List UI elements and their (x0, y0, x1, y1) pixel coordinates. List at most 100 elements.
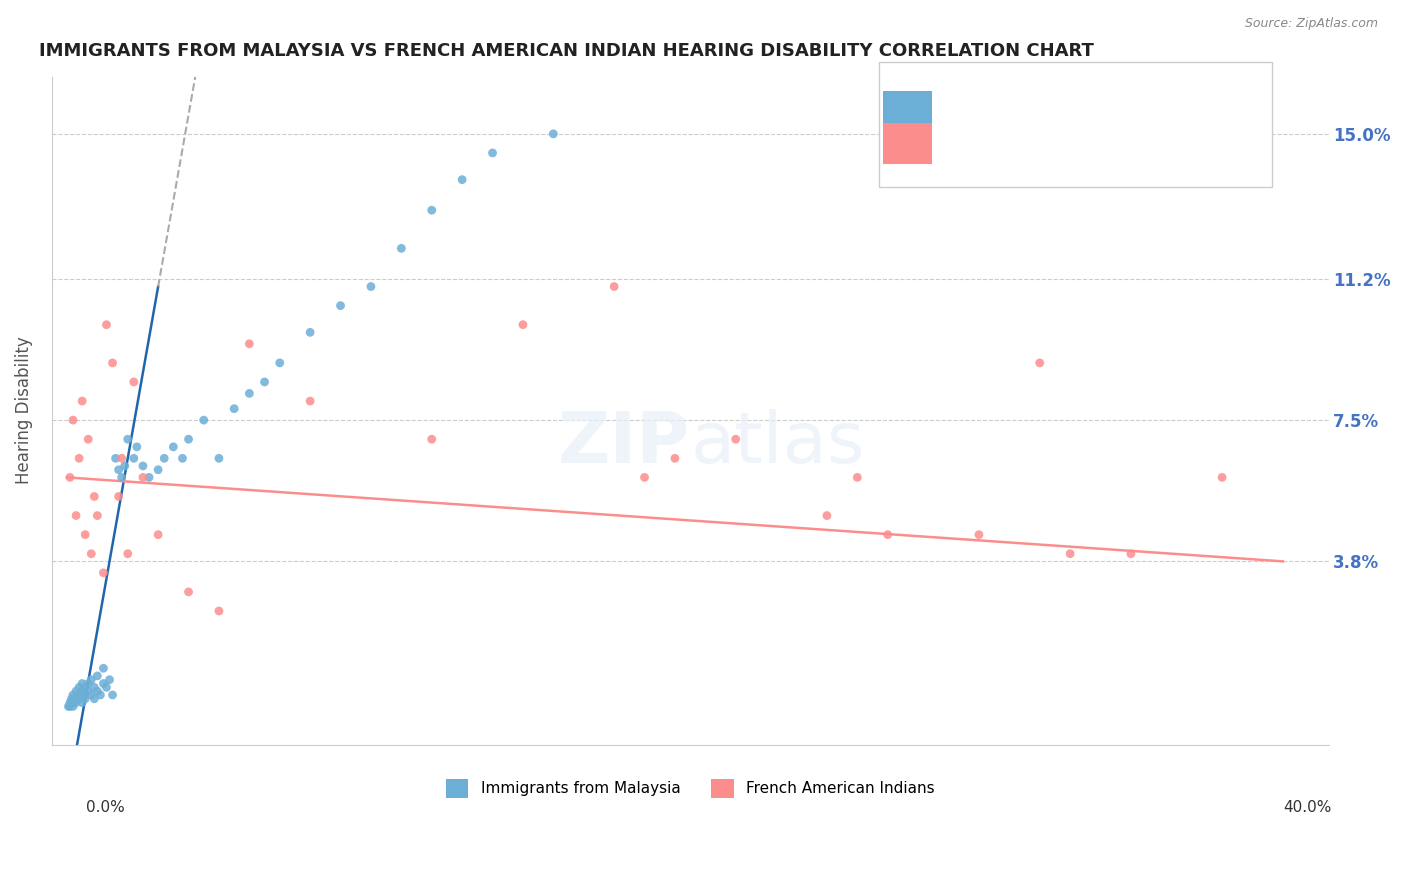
Text: R =: R = (924, 104, 952, 119)
Point (224, 401, 246, 416)
Point (70, 394, 93, 409)
Point (664, 451, 686, 466)
Point (70, 684, 93, 698)
Point (111, 451, 134, 466)
Text: atlas: atlas (690, 409, 865, 478)
Point (269, 356, 291, 370)
Point (122, 451, 145, 466)
Point (146, 527, 169, 541)
Point (59, 470, 82, 484)
Point (162, 440, 184, 454)
Point (1059, 547, 1081, 561)
Y-axis label: Hearing Disability: Hearing Disability (15, 336, 32, 484)
Point (208, 604, 231, 618)
Point (65, 508, 87, 523)
Point (86, 684, 108, 698)
Point (104, 451, 127, 466)
Point (603, 279, 626, 293)
Point (98, 673, 121, 687)
Point (86, 669, 108, 683)
Point (329, 299, 352, 313)
Point (67, 451, 90, 466)
Point (1028, 356, 1050, 370)
Point (75, 688, 97, 702)
Point (75, 691, 97, 706)
Point (253, 375, 276, 389)
Point (62, 688, 84, 702)
Point (172, 451, 194, 466)
Point (1211, 470, 1233, 484)
Point (83, 490, 105, 504)
Point (77, 676, 100, 690)
Text: 0.435: 0.435 (977, 104, 1025, 119)
Point (299, 394, 322, 409)
Point (153, 451, 176, 466)
Point (58, 699, 80, 714)
Point (75, 527, 97, 541)
Point (101, 356, 124, 370)
Point (89, 688, 111, 702)
Text: 37: 37 (1104, 136, 1125, 150)
Point (299, 326, 322, 340)
Point (59, 696, 82, 710)
Point (724, 432, 747, 446)
Point (65, 684, 87, 698)
Point (815, 508, 838, 523)
Point (80, 547, 103, 561)
Text: 61: 61 (1104, 104, 1125, 119)
Point (193, 413, 215, 427)
Point (65, 696, 87, 710)
Point (80, 688, 103, 702)
Point (481, 145, 503, 160)
Point (1119, 547, 1142, 561)
Point (67, 688, 90, 702)
Legend: Immigrants from Malaysia, French American Indians: Immigrants from Malaysia, French America… (440, 772, 941, 804)
Point (62, 696, 84, 710)
Point (420, 432, 443, 446)
Point (107, 463, 129, 477)
Text: R =: R = (924, 136, 952, 150)
Text: Source: ZipAtlas.com: Source: ZipAtlas.com (1244, 17, 1378, 29)
Point (65, 691, 87, 706)
Point (451, 172, 474, 186)
Point (107, 490, 129, 504)
Point (114, 458, 136, 473)
Point (67, 691, 90, 706)
Point (111, 470, 134, 484)
Text: 0.0%: 0.0% (86, 800, 125, 814)
Point (125, 440, 148, 454)
Point (177, 585, 200, 599)
Point (83, 681, 105, 695)
Point (75, 681, 97, 695)
Point (117, 547, 139, 561)
Point (122, 375, 145, 389)
Point (846, 470, 869, 484)
Point (62, 413, 84, 427)
Point (633, 470, 655, 484)
Point (146, 463, 169, 477)
Point (96, 318, 118, 332)
Point (62, 699, 84, 714)
Point (238, 386, 260, 401)
Point (70, 696, 93, 710)
Point (132, 458, 155, 473)
Point (80, 673, 103, 687)
Text: IMMIGRANTS FROM MALAYSIA VS FRENCH AMERICAN INDIAN HEARING DISABILITY CORRELATIO: IMMIGRANTS FROM MALAYSIA VS FRENCH AMERI… (39, 42, 1094, 60)
Point (59, 699, 82, 714)
Point (83, 691, 105, 706)
Point (77, 432, 100, 446)
Point (208, 451, 231, 466)
Point (360, 279, 382, 293)
Point (238, 336, 260, 351)
Text: N =: N = (1054, 136, 1084, 150)
Point (86, 508, 108, 523)
Point (93, 566, 115, 580)
Point (93, 661, 115, 675)
Point (543, 127, 565, 141)
Point (132, 470, 155, 484)
Point (77, 684, 100, 698)
Point (512, 318, 534, 332)
Text: N =: N = (1054, 104, 1084, 119)
Point (67, 681, 90, 695)
Point (138, 470, 160, 484)
